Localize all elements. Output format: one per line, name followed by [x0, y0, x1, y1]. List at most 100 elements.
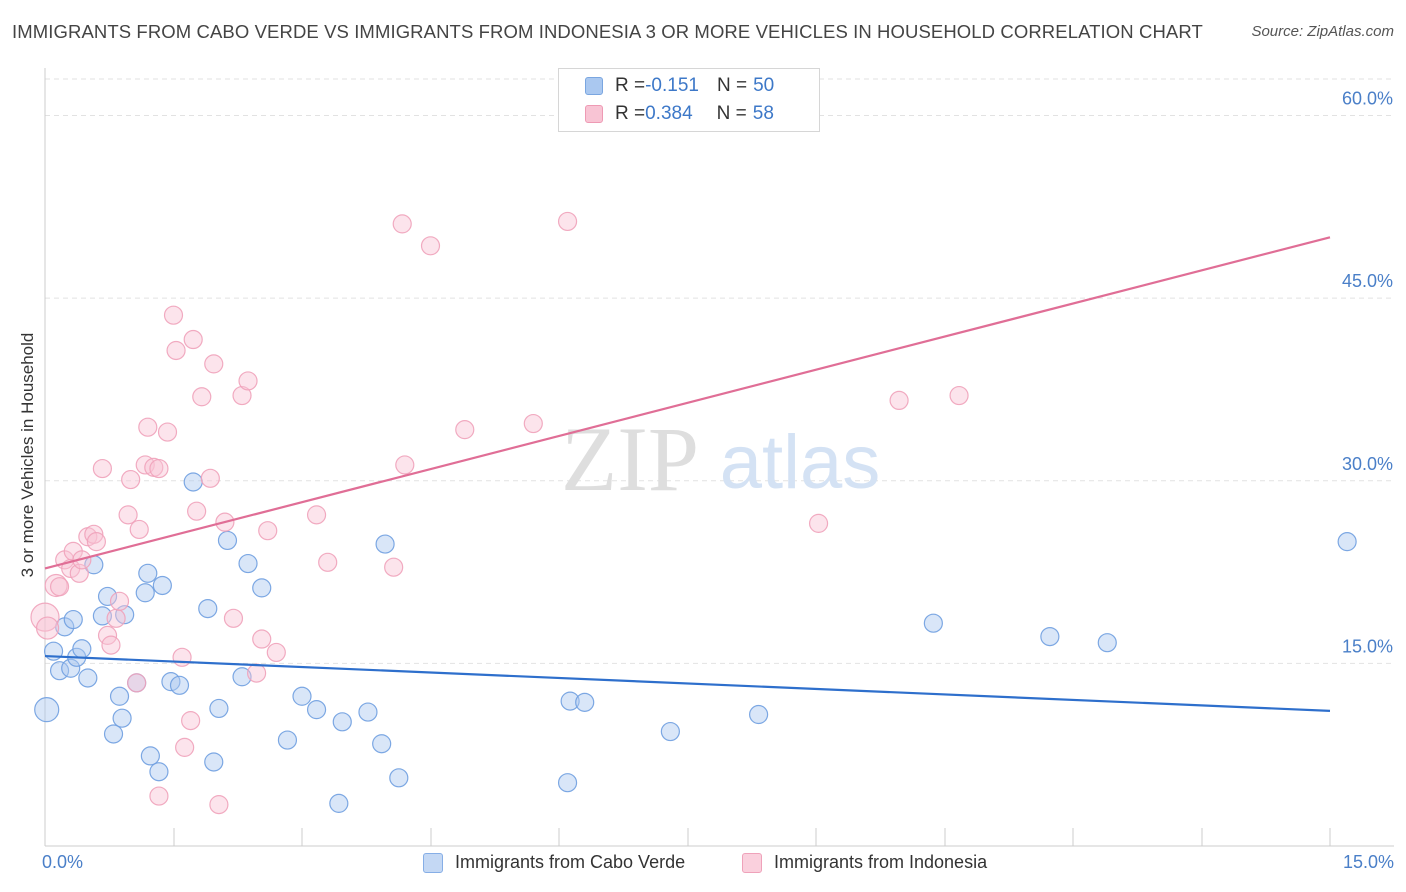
data-point-cabo-verde: [149, 762, 169, 782]
data-point-cabo-verde: [389, 768, 409, 788]
data-point-indonesia: [109, 591, 130, 611]
data-point-indonesia: [204, 354, 224, 374]
data-point-cabo-verde: [152, 575, 172, 596]
x-tick-min: 0.0%: [42, 852, 84, 872]
data-point-cabo-verde: [103, 724, 124, 744]
data-point-indonesia: [118, 505, 138, 525]
data-point-indonesia: [172, 647, 192, 667]
series-legend-item-cabo-verde[interactable]: Immigrants from Cabo Verde: [423, 852, 685, 873]
data-point-indonesia: [138, 417, 158, 437]
data-point-indonesia: [44, 573, 68, 598]
y-tick-label: 30.0%: [1342, 454, 1393, 474]
legend-r-value: 0.384: [645, 103, 693, 124]
data-point-indonesia: [557, 211, 578, 232]
data-point-cabo-verde: [63, 609, 83, 630]
series-legend-swatch-cabo-verde: [423, 852, 443, 873]
series-legend-item-indonesia[interactable]: Immigrants from Indonesia: [742, 852, 987, 873]
y-tick-label: 45.0%: [1342, 271, 1393, 291]
data-point-cabo-verde: [560, 691, 580, 711]
data-point-indonesia: [420, 236, 441, 256]
data-point-indonesia: [127, 673, 147, 693]
correlation-legend: R = -0.151 N = 50 R = 0.384 N = 58: [558, 68, 820, 132]
data-point-indonesia: [121, 469, 141, 490]
chart-title: IMMIGRANTS FROM CABO VERDE VS IMMIGRANTS…: [12, 21, 1203, 42]
data-point-indonesia: [455, 420, 475, 440]
data-point-cabo-verde: [109, 686, 130, 706]
data-point-indonesia: [266, 642, 286, 663]
legend-row-indonesia: R = 0.384 N = 58: [585, 101, 774, 127]
data-point-cabo-verde: [923, 613, 943, 633]
watermark: ZIP atlas: [561, 408, 880, 510]
data-point-cabo-verde: [375, 534, 395, 554]
x-tick-max: 15.0%: [1342, 852, 1394, 872]
source-label: Source: ZipAtlas.com: [1251, 23, 1394, 40]
legend-swatch-indonesia: [585, 105, 603, 123]
data-point-indonesia: [187, 501, 207, 521]
data-point-cabo-verde: [238, 553, 258, 574]
data-point-indonesia: [223, 608, 244, 628]
trend-line-cabo-verde: [44, 654, 1331, 712]
data-point-indonesia: [106, 608, 126, 628]
data-point-indonesia: [252, 629, 272, 649]
data-point-cabo-verde: [138, 563, 158, 583]
data-point-indonesia: [157, 422, 178, 442]
data-point-indonesia: [84, 524, 104, 544]
data-point-indonesia: [92, 458, 112, 479]
legend-swatch-cabo-verde: [585, 77, 603, 95]
data-point-cabo-verde: [140, 746, 160, 766]
data-point-indonesia: [306, 505, 327, 525]
legend-r-label: R =: [615, 75, 646, 96]
data-point-indonesia: [808, 513, 829, 533]
watermark-zip: ZIP: [561, 408, 699, 510]
data-point-cabo-verde: [169, 675, 190, 695]
data-point-indonesia: [149, 786, 169, 806]
data-point-indonesia: [246, 663, 267, 683]
data-point-indonesia: [392, 214, 412, 234]
data-point-indonesia: [35, 616, 60, 640]
legend-row-cabo-verde: R = -0.151 N = 50: [585, 73, 774, 99]
data-point-indonesia: [232, 385, 252, 406]
data-point-indonesia: [181, 711, 201, 731]
data-point-cabo-verde: [217, 530, 238, 551]
series-legend-label: Immigrants from Cabo Verde: [455, 852, 686, 872]
data-point-cabo-verde: [72, 639, 92, 659]
data-point-cabo-verde: [78, 668, 98, 688]
axes-layer: [44, 68, 1394, 847]
data-point-cabo-verde: [252, 578, 272, 598]
data-point-cabo-verde: [1097, 633, 1117, 653]
data-point-cabo-verde: [232, 667, 252, 687]
data-point-cabo-verde: [198, 598, 218, 619]
legend-n-label: N =: [716, 103, 747, 124]
data-point-indonesia: [209, 795, 229, 815]
data-point-cabo-verde: [372, 734, 392, 754]
data-point-cabo-verde: [204, 752, 224, 772]
legend-n-label: N =: [716, 75, 748, 96]
data-point-indonesia: [86, 532, 107, 552]
data-point-cabo-verde: [292, 686, 312, 706]
data-point-indonesia: [949, 385, 969, 406]
data-point-indonesia: [318, 552, 338, 572]
points-layer: [30, 211, 1357, 815]
legend-r-value: -0.151: [645, 75, 699, 96]
trend-line-indonesia: [44, 236, 1331, 570]
data-point-cabo-verde: [97, 586, 118, 607]
data-point-indonesia: [889, 390, 909, 411]
data-point-cabo-verde: [112, 708, 132, 728]
grid-layer: [45, 78, 1394, 664]
data-point-cabo-verde: [329, 793, 349, 813]
series-legend: Immigrants from Cabo Verde Immigrants fr…: [0, 852, 1406, 878]
data-point-indonesia: [163, 305, 184, 325]
data-point-cabo-verde: [749, 704, 769, 725]
data-point-indonesia: [49, 577, 70, 597]
data-point-indonesia: [258, 521, 278, 541]
watermark-atlas: atlas: [720, 420, 881, 505]
data-point-indonesia: [192, 387, 212, 407]
data-point-cabo-verde: [660, 721, 680, 742]
data-point-indonesia: [129, 519, 149, 540]
data-point-cabo-verde: [34, 697, 60, 723]
data-point-indonesia: [175, 737, 195, 757]
data-point-indonesia: [384, 557, 404, 577]
data-point-cabo-verde: [183, 472, 203, 492]
data-point-indonesia: [183, 329, 203, 350]
